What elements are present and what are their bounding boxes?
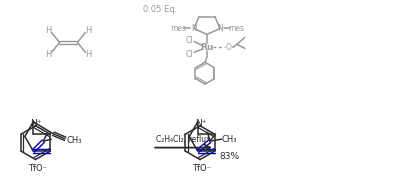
Text: H: H <box>85 50 92 59</box>
Text: N: N <box>217 24 223 33</box>
Text: C₂H₄Cl₂, reflux: C₂H₄Cl₂, reflux <box>156 135 210 144</box>
Text: mes: mes <box>170 24 186 33</box>
Text: 0.05 Eq.: 0.05 Eq. <box>143 5 177 14</box>
Text: N: N <box>191 24 197 33</box>
Text: TfO⁻: TfO⁻ <box>28 164 47 173</box>
Text: CH₃: CH₃ <box>222 135 237 144</box>
Text: H: H <box>45 50 52 59</box>
Text: TfO⁻: TfO⁻ <box>192 164 212 173</box>
Text: mes: mes <box>228 24 244 33</box>
Text: CH₃: CH₃ <box>66 136 82 145</box>
Text: N⁺: N⁺ <box>195 119 206 128</box>
Text: N⁺: N⁺ <box>30 119 42 128</box>
Text: O: O <box>226 43 232 52</box>
Text: H: H <box>85 26 92 35</box>
Text: Cl: Cl <box>185 36 193 45</box>
Text: Ru: Ru <box>200 43 214 52</box>
Text: H: H <box>45 26 52 35</box>
Text: Cl: Cl <box>185 50 193 59</box>
Text: 83%: 83% <box>220 151 240 161</box>
